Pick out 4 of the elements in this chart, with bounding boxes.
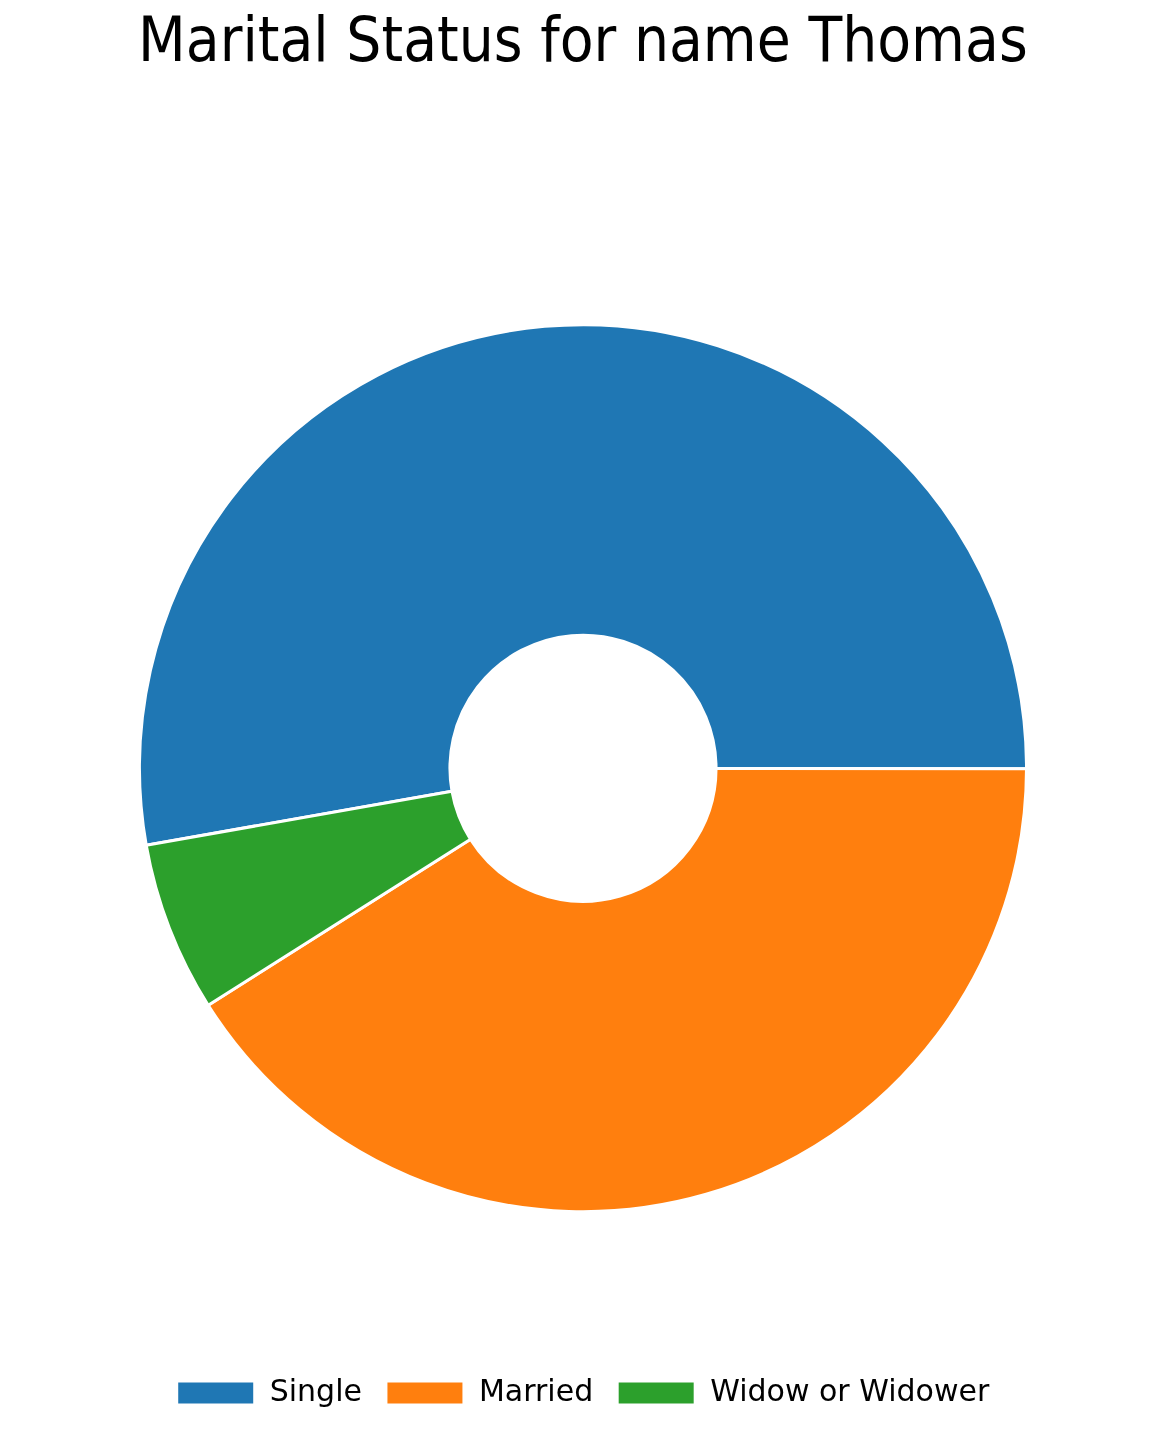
chart-title: Marital Status for name Thomas	[138, 3, 1028, 77]
legend-label: Widow or Widower	[710, 1372, 990, 1408]
legend-label: Married	[478, 1372, 594, 1408]
legend-label: Single	[269, 1372, 362, 1408]
